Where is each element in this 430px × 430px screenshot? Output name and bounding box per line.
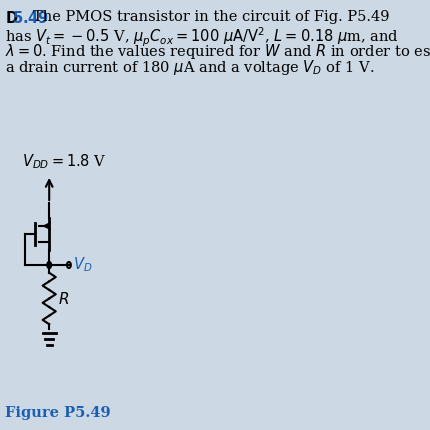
Text: has $V_t = -0.5$ V, $\mu_p C_{ox} = 100\ \mu\mathrm{A/V}^2$, $L = 0.18\ \mu$m, a: has $V_t = -0.5$ V, $\mu_p C_{ox} = 100\… <box>5 26 398 49</box>
Text: $V_D$: $V_D$ <box>73 256 92 274</box>
Text: The PMOS transistor in the circuit of Fig. P5.49: The PMOS transistor in the circuit of Fi… <box>33 10 388 24</box>
Text: $V_{DD} = 1.8$ V: $V_{DD} = 1.8$ V <box>22 152 106 171</box>
Text: $\lambda = 0$. Find the values required for $W$ and $R$ in order to establish: $\lambda = 0$. Find the values required … <box>5 42 430 61</box>
Text: $\mathbf{5.49}$: $\mathbf{5.49}$ <box>12 10 49 26</box>
Text: Figure P5.49: Figure P5.49 <box>5 406 110 420</box>
Circle shape <box>47 261 51 268</box>
Text: $\mathbf{D}$: $\mathbf{D}$ <box>5 10 18 26</box>
Text: $R$: $R$ <box>58 291 69 307</box>
Text: a drain current of 180 $\mu$A and a voltage $V_D$ of 1 V.: a drain current of 180 $\mu$A and a volt… <box>5 58 373 77</box>
